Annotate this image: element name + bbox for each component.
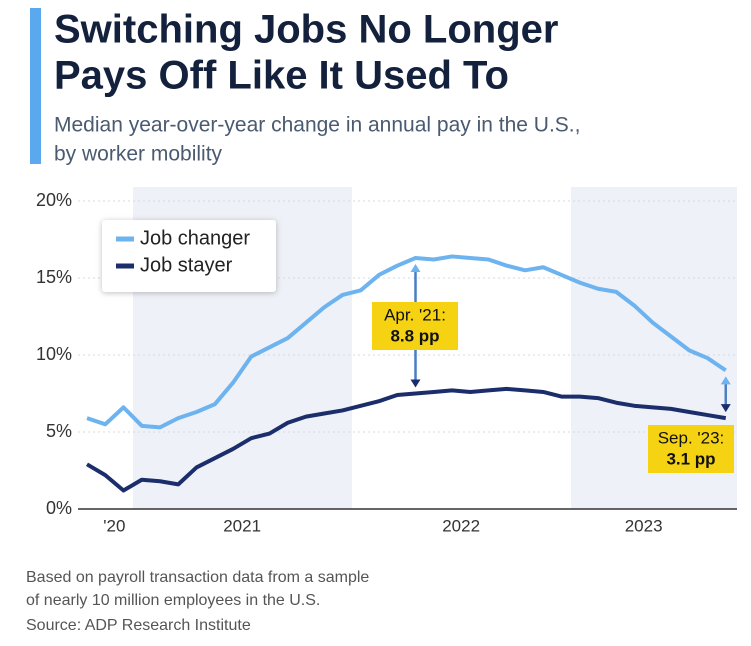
annotation-box	[372, 302, 458, 350]
annotation-text: Sep. '23:	[658, 428, 725, 447]
annotation-value: 8.8 pp	[390, 326, 439, 345]
chart-title: Switching Jobs No Longer	[54, 8, 558, 52]
y-tick-label: 20%	[36, 190, 72, 210]
annotation-text: Apr. '21:	[384, 305, 446, 324]
x-tick-label: 2023	[625, 516, 663, 535]
title-accent	[30, 8, 41, 164]
series-line	[86, 254, 727, 430]
x-tick-label: '20	[103, 516, 125, 535]
y-tick-label: 0%	[46, 498, 72, 518]
y-tick-label: 5%	[46, 421, 72, 441]
chart-subtitle: by worker mobility	[54, 143, 223, 166]
legend-box	[102, 220, 276, 292]
legend-label: Job changer	[140, 227, 250, 249]
y-tick-label: 15%	[36, 267, 72, 287]
annotation-box	[648, 425, 734, 473]
legend-label: Job stayer	[140, 254, 233, 276]
y-tick-label: 10%	[36, 344, 72, 364]
chart-subtitle: Median year-over-year change in annual p…	[54, 114, 580, 137]
annotation-value: 3.1 pp	[666, 449, 715, 468]
arrow-head	[410, 379, 421, 388]
arrow-head	[720, 376, 731, 385]
arrow-head	[410, 263, 421, 272]
legend: Job changer Job stayer	[102, 220, 276, 292]
x-tick-label: 2022	[442, 516, 480, 535]
note: Based on payroll transaction data from a…	[26, 569, 369, 586]
source: Source: ADP Research Institute	[26, 617, 251, 634]
x-tick-label: 2021	[223, 516, 261, 535]
note: of nearly 10 million employees in the U.…	[26, 592, 320, 609]
series-line	[85, 386, 727, 493]
arrow-head	[720, 404, 731, 413]
chart-title: Pays Off Like It Used To	[54, 54, 509, 98]
